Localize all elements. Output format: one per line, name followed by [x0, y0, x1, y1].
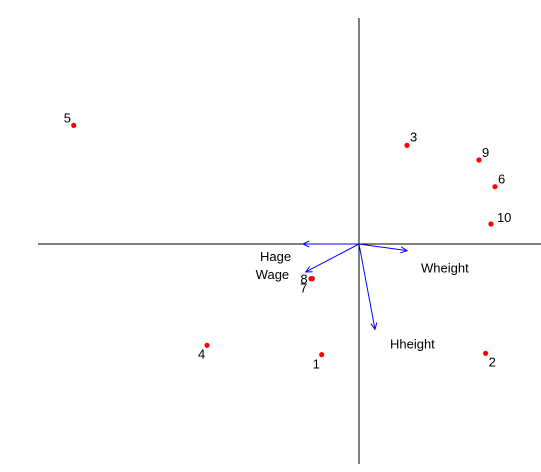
point-marker: [204, 342, 210, 348]
data-point-10: 10: [488, 210, 511, 227]
vector-arrow-head: [301, 240, 310, 248]
point-marker: [71, 122, 77, 128]
data-point-4: 4: [198, 342, 210, 361]
points-layer: 1 2 3 4 5 6 78 9 10: [64, 110, 512, 371]
point-label: 6: [498, 172, 505, 187]
point-marker: [404, 142, 410, 148]
point-label: 1: [313, 357, 320, 372]
point-label: 9: [482, 145, 489, 160]
point-label: 8: [300, 272, 307, 287]
point-marker: [319, 352, 325, 358]
point-marker: [492, 184, 498, 190]
vector-arrow-head: [400, 246, 409, 254]
point-label: 7: [300, 281, 307, 296]
data-point-2: 2: [483, 350, 496, 369]
point-marker: [309, 276, 315, 282]
point-marker: [483, 350, 489, 356]
point-label: 5: [64, 110, 71, 125]
point-marker: [476, 157, 482, 163]
vectors-layer: Hage Wage Wheight Hheight: [256, 240, 469, 351]
vector-arrow-line: [358, 243, 376, 330]
data-point-5: 5: [64, 110, 77, 128]
data-point-6: 6: [492, 172, 505, 190]
point-label: 3: [410, 129, 417, 144]
point-label: 2: [489, 354, 496, 369]
vector-wage: Wage: [256, 243, 360, 282]
vector-arrow-head: [370, 322, 378, 331]
data-point-8: 8: [300, 272, 315, 287]
vector-label: Wheight: [421, 261, 469, 276]
vector-arrow-line: [358, 243, 408, 252]
vector-hheight: Hheight: [358, 243, 435, 351]
data-point-3: 3: [404, 129, 417, 148]
data-point-9: 9: [476, 145, 489, 163]
vector-hage: Hage: [260, 240, 359, 264]
data-point-1: 1: [313, 352, 325, 372]
vector-label: Hheight: [390, 336, 435, 351]
vector-label: Hage: [260, 249, 291, 264]
point-marker: [488, 221, 494, 227]
point-label: 10: [497, 210, 511, 225]
vector-arrow-head: [304, 266, 313, 273]
vector-arrow-line: [305, 243, 360, 273]
vector-wheight: Wheight: [358, 243, 469, 276]
point-label: 4: [198, 346, 205, 361]
vector-label: Wage: [256, 267, 289, 282]
